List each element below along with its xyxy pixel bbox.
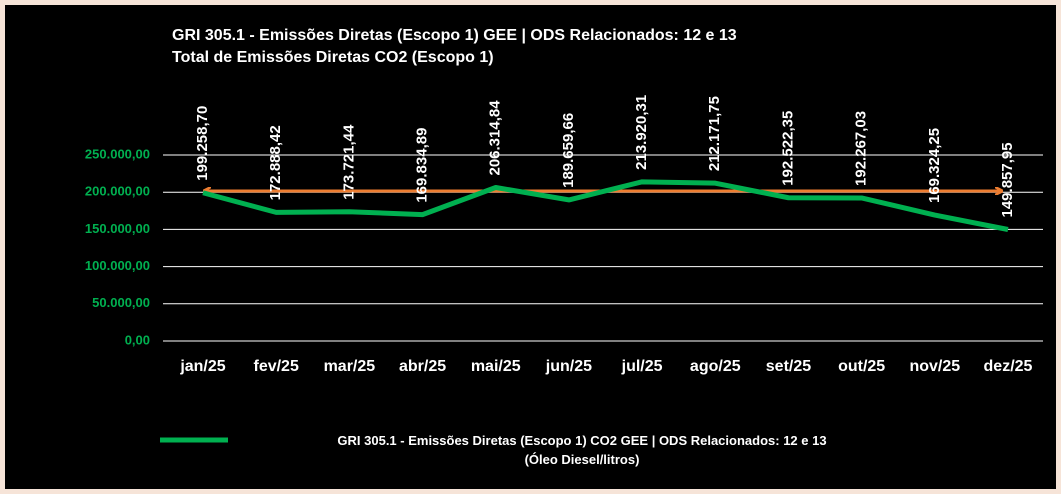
y-tick-label: 50.000,00 (92, 295, 150, 310)
x-tick-label: abr/25 (399, 358, 446, 375)
data-label: 149.857,95 (999, 142, 1016, 217)
data-label: 189.659,66 (560, 113, 577, 188)
x-tick-label: jan/25 (179, 358, 225, 375)
x-tick-label: jul/25 (621, 358, 663, 375)
data-line (202, 179, 1009, 232)
chart-subtitle: Total de Emissões Diretas CO2 (Escopo 1) (172, 49, 494, 66)
chart-title: GRI 305.1 - Emissões Diretas (Escopo 1) … (172, 27, 737, 44)
x-tick-label: out/25 (838, 358, 885, 375)
x-tick-label: set/25 (766, 358, 811, 375)
data-label: 169.834,89 (414, 128, 431, 203)
data-label: 213.920,31 (633, 95, 650, 170)
data-label: 199.258,70 (194, 106, 211, 181)
x-tick-label: mai/25 (471, 358, 521, 375)
x-tick-label: nov/25 (909, 358, 960, 375)
x-tick-label: dez/25 (984, 358, 1033, 375)
plot-background (5, 5, 1056, 489)
y-tick-label: 250.000,00 (85, 146, 150, 161)
data-label: 173.721,44 (340, 124, 357, 200)
y-tick-label: 150.000,00 (85, 221, 150, 236)
legend-label: GRI 305.1 - Emissões Diretas (Escopo 1) … (337, 433, 827, 467)
data-label: 206.314,84 (487, 100, 504, 176)
x-tick-label: fev/25 (253, 358, 298, 375)
x-tick-label: jun/25 (545, 358, 592, 375)
y-tick-label: 100.000,00 (85, 258, 150, 273)
data-label: 192.267,03 (853, 111, 870, 186)
data-label: 172.888,42 (267, 125, 284, 200)
y-tick-label: 0,00 (125, 332, 150, 347)
data-label: 212.171,75 (706, 96, 723, 171)
x-tick-label: ago/25 (690, 358, 741, 375)
y-tick-label: 200.000,00 (85, 184, 150, 199)
x-tick-label: mar/25 (324, 358, 376, 375)
data-label: 169.324,25 (926, 128, 943, 203)
data-label: 192.522,35 (779, 111, 796, 186)
